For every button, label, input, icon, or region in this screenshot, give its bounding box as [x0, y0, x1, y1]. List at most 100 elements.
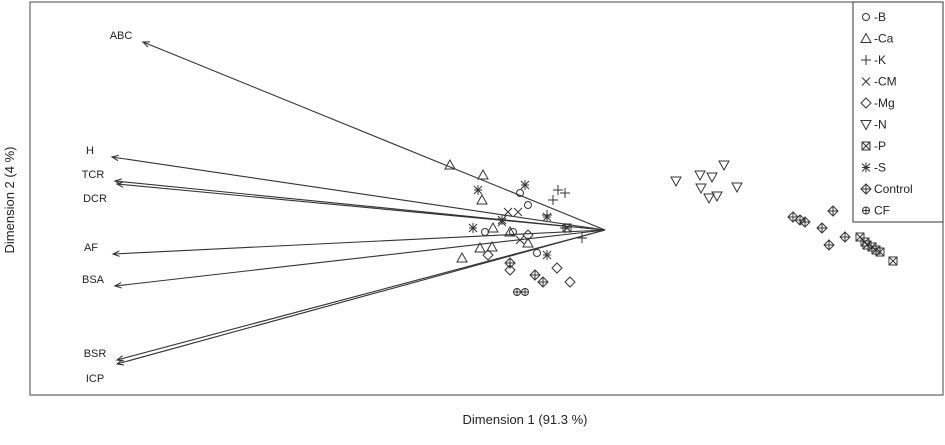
point-p: [860, 237, 870, 247]
arrowhead: [113, 282, 122, 289]
vector-label: ABC: [110, 30, 133, 42]
legend-label: -Mg: [874, 96, 895, 110]
point-mg: [504, 264, 516, 276]
legend: -B -Ca -K -CM -Mg -N -P -S Control CF: [852, 1, 944, 223]
point-mg: [482, 249, 494, 261]
legend-marker-icon: [862, 206, 870, 215]
point-cm: [503, 207, 513, 217]
point-mg: [522, 229, 534, 241]
point-n: [703, 193, 715, 205]
legend-marker-icon: [861, 141, 871, 151]
plot-frame: [29, 1, 944, 396]
vector-label: TCR: [82, 169, 105, 181]
legend-item-mg: -Mg: [860, 96, 895, 110]
legend-label: Control: [874, 182, 913, 196]
point-control: [529, 269, 541, 281]
legend-label: -P: [874, 139, 886, 153]
arrowhead: [115, 181, 124, 188]
point-cf: [521, 288, 529, 296]
legend-item-b: -B: [862, 10, 886, 24]
legend-marker-icon: [861, 77, 871, 86]
point-cm: [515, 235, 525, 245]
point-k: [577, 233, 587, 243]
legend-item-ca: -Ca: [860, 32, 894, 46]
legend-item-n: -N: [860, 118, 887, 132]
vector-bsa: [114, 229, 606, 287]
point-control: [827, 205, 839, 217]
legend-item-cf: CF: [862, 204, 890, 218]
legend-marker-icon: [861, 55, 871, 65]
point-n: [718, 160, 730, 172]
point-s: [542, 250, 552, 260]
legend-item-k: -K: [861, 53, 886, 67]
point-b: [524, 201, 532, 209]
point-control: [537, 276, 549, 288]
point-k: [560, 188, 570, 198]
point-n: [711, 191, 723, 203]
point-s: [473, 185, 483, 195]
point-k: [548, 195, 558, 205]
point-control: [816, 222, 828, 234]
arrowhead: [141, 41, 151, 48]
point-p: [562, 223, 572, 233]
legend-label: -N: [874, 118, 887, 132]
point-control: [504, 257, 516, 269]
legend-marker-icon: [860, 97, 872, 109]
point-s: [497, 215, 507, 225]
legend-marker-icon: [861, 162, 871, 173]
arrowhead: [115, 359, 125, 366]
vector-label: BSR: [84, 348, 107, 360]
legend-item-cm: -CM: [861, 75, 897, 89]
legend-label: CF: [874, 204, 890, 218]
point-ca: [444, 158, 456, 170]
vector-abc: [142, 41, 606, 231]
legend-marker-icon: [860, 183, 872, 195]
vector-label: H: [86, 145, 94, 157]
legend-label: -K: [874, 53, 886, 67]
point-mg: [564, 276, 576, 288]
point-b: [516, 189, 524, 197]
legend-label: -B: [874, 10, 886, 24]
arrowhead: [111, 250, 120, 257]
vector-label: AF: [84, 242, 98, 254]
point-n: [706, 172, 718, 184]
point-control: [787, 211, 799, 223]
arrowhead: [110, 154, 119, 162]
point-control: [799, 216, 811, 228]
point-cf: [513, 288, 521, 296]
vector-label: ICP: [86, 373, 104, 385]
x-axis-label: Dimension 1 (91.3 %): [463, 412, 588, 427]
legend-label: -CM: [874, 75, 897, 89]
legend-item-control: Control: [860, 182, 913, 196]
point-s: [542, 212, 552, 222]
legend-label: -Ca: [874, 32, 894, 46]
point-control: [823, 239, 835, 251]
vector-label: DCR: [83, 193, 107, 205]
point-n: [695, 183, 707, 195]
vector-af: [112, 229, 606, 255]
point-mg: [551, 262, 563, 274]
point-ca: [486, 240, 498, 252]
point-k: [553, 185, 563, 195]
point-ca: [487, 221, 499, 233]
vector-bsr: [116, 229, 606, 361]
y-axis-label: Dimension 2 (4 %): [2, 147, 17, 254]
legend-marker-icon: [860, 120, 872, 131]
point-k: [560, 223, 570, 233]
point-ca: [477, 168, 489, 180]
vector-icp: [116, 229, 606, 365]
legend-marker-icon: [862, 13, 870, 21]
vector-h: [111, 156, 606, 231]
legend-item-s: -S: [861, 161, 886, 175]
legend-marker-icon: [860, 32, 872, 43]
point-p: [888, 256, 898, 266]
point-n: [694, 170, 706, 182]
point-ca: [456, 251, 468, 263]
point-control: [839, 231, 851, 243]
point-ca: [474, 241, 486, 253]
legend-item-p: -P: [861, 139, 886, 153]
point-s: [520, 180, 530, 190]
vector-dcr: [116, 183, 606, 231]
